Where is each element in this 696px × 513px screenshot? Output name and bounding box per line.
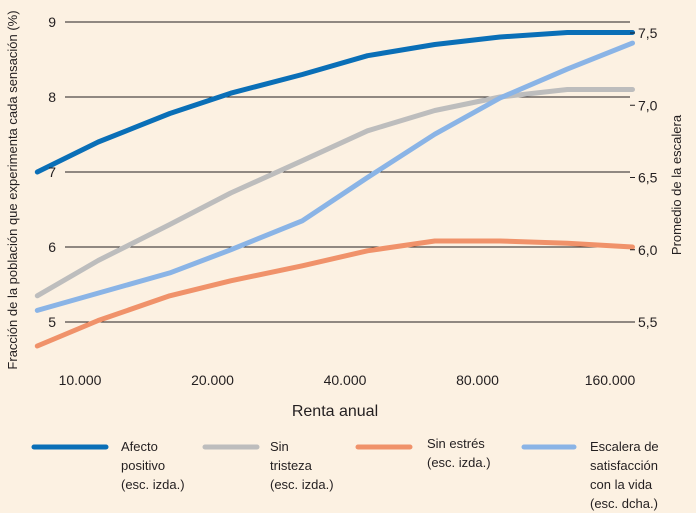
left-tick-label-2: 7 [48,164,56,180]
legend-item-1: Sin tristeza (esc. izda.) [202,439,334,492]
legend-label-0-1: positivo [121,458,165,473]
right-tick-label-0: 5,5 [638,314,658,330]
left-tick-label-3: 8 [48,89,56,105]
legend-item-2: Sin estrés (esc. izda.) [355,436,491,470]
left-axis-title: Fracción de la población que experimenta… [5,10,20,369]
right-axis-ticks: 5,5 6,0 6,5 7,0 7,5 [630,25,658,330]
legend-label-1-1: tristeza [270,458,313,473]
left-tick-label-0: 5 [48,314,56,330]
grid-lines [65,21,630,323]
legend-label-0-2: (esc. izda.) [121,477,185,492]
right-axis-title: Promedio de la escalera [669,114,684,255]
series-line-1 [34,87,635,299]
legend-item-0: Afecto positivo (esc. izda.) [31,439,185,492]
series-line-2 [34,238,635,349]
left-tick-label-4: 9 [48,14,56,30]
x-tick-label-1: 20.000 [191,372,234,388]
x-axis-ticks: 10.000 20.000 40.000 80.000 160.000 [59,372,636,388]
x-axis-title: Renta anual [292,403,378,420]
legend-label-2-1: (esc. izda.) [427,455,491,470]
left-axis-ticks: 5 6 7 8 9 [48,14,56,330]
x-tick-label-0: 10.000 [59,372,102,388]
x-tick-label-3: 80.000 [456,372,499,388]
right-tick-label-2: 6,5 [638,170,658,186]
legend-label-3-3: (esc. dcha.) [590,496,658,511]
legend-label-3-2: con la vida [590,477,653,492]
legend-label-1-0: Sin [270,439,289,454]
right-tick-label-3: 7,0 [638,97,658,113]
series-line-3 [34,40,635,313]
legend-item-3: Escalera de satisfacción con la vida (esc. … [521,439,659,511]
x-tick-label-2: 40.000 [324,372,367,388]
left-tick-label-1: 6 [48,239,56,255]
legend-label-3-0: Escalera de [590,439,659,454]
right-tick-label-1: 6,0 [638,242,658,258]
right-tick-label-4: 7,5 [638,25,658,41]
legend: Afecto positivo (esc. izda.) Sin tristeza (es… [31,436,659,511]
legend-label-3-1: satisfacción [590,458,658,473]
series-lines [34,30,635,349]
legend-label-1-2: (esc. izda.) [270,477,334,492]
x-tick-label-4: 160.000 [585,372,636,388]
series-line-0 [34,30,635,175]
legend-label-2-0: Sin estrés [427,436,485,451]
legend-label-0-0: Afecto [121,439,158,454]
